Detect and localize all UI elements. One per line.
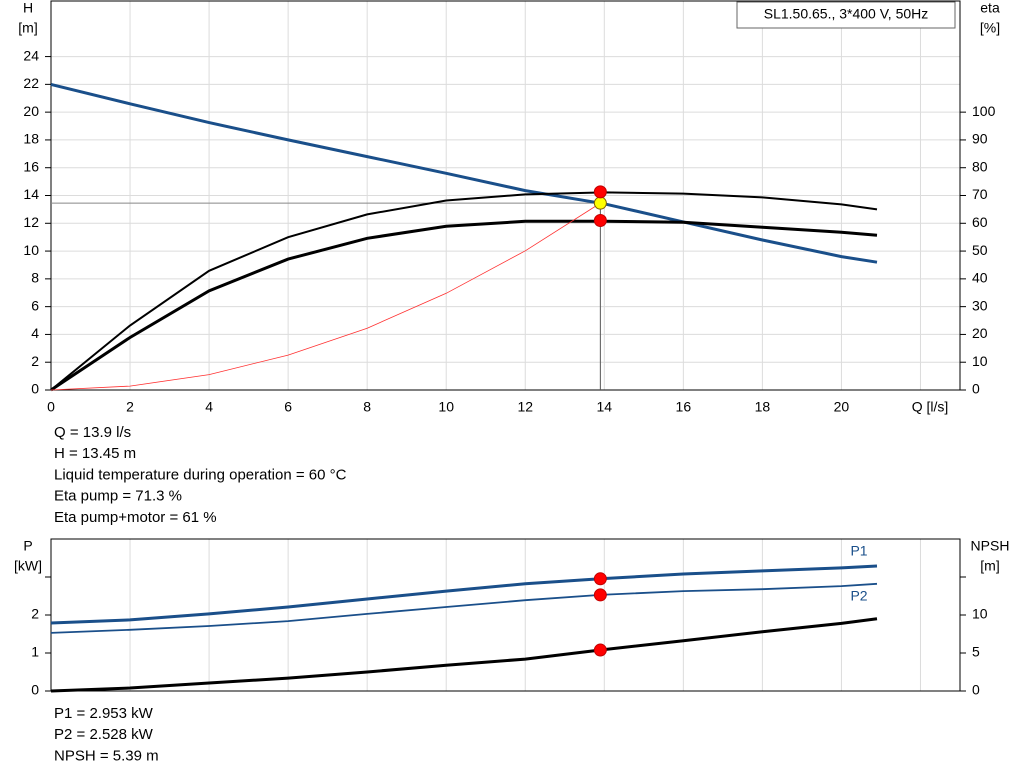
y2-tick-label: 80 — [972, 158, 988, 174]
x-tick-label: 6 — [284, 399, 292, 415]
plot-frame — [50, 538, 961, 692]
y-tick-label: 22 — [23, 75, 39, 91]
series-line — [50, 82, 878, 264]
y-tick-label: 20 — [23, 103, 39, 119]
x-tick-label: 4 — [205, 399, 213, 415]
plot-frame — [50, 0, 961, 391]
y-tick-label: 4 — [31, 325, 39, 341]
series-line — [50, 219, 878, 392]
operating-point — [593, 214, 607, 228]
x-tick-label: 18 — [755, 399, 771, 415]
y2-tick-label: 60 — [972, 214, 988, 230]
result-note: H = 13.45 m — [54, 445, 136, 462]
y2-axis-label: NPSH — [971, 538, 1010, 554]
result-note: Q = 13.9 l/s — [54, 424, 131, 441]
series-label: P2 — [850, 588, 867, 604]
y-tick-label: 10 — [23, 242, 39, 258]
x-tick-label: 12 — [517, 399, 533, 415]
y2-tick-label: 0 — [972, 682, 980, 698]
x-tick-label: 0 — [47, 399, 55, 415]
y-axis-label: P — [23, 538, 32, 554]
y-axis-unit: [m] — [18, 20, 37, 36]
y2-tick-label: 5 — [972, 644, 980, 660]
x-axis-label: Q [l/s] — [912, 399, 949, 415]
y-tick-label: 24 — [23, 47, 39, 63]
x-tick-label: 8 — [363, 399, 371, 415]
series-line — [50, 202, 601, 391]
result-note: P2 = 2.528 kW — [54, 726, 154, 743]
y-axis-label: H — [23, 0, 33, 16]
y-tick-label: 1 — [31, 644, 39, 660]
y2-tick-label: 100 — [972, 103, 996, 119]
title-box — [736, 1, 956, 29]
result-note: Eta pump+motor = 61 % — [54, 509, 217, 526]
operating-point — [593, 185, 607, 199]
operating-point — [593, 196, 607, 210]
x-tick-label: 14 — [597, 399, 613, 415]
y-tick-label: 6 — [31, 297, 39, 313]
operating-point — [593, 588, 607, 602]
result-note: Eta pump = 71.3 % — [54, 488, 182, 505]
y2-tick-label: 70 — [972, 186, 988, 202]
x-tick-label: 10 — [438, 399, 454, 415]
y-tick-label: 16 — [23, 158, 39, 174]
y-axis-unit: [kW] — [14, 558, 42, 574]
y2-tick-label: 10 — [972, 353, 988, 369]
y2-tick-label: 20 — [972, 325, 988, 341]
y-tick-label: 2 — [31, 353, 39, 369]
y-tick-label: 0 — [31, 381, 39, 397]
x-tick-label: 20 — [834, 399, 850, 415]
result-note: NPSH = 5.39 m — [54, 747, 159, 764]
y2-tick-label: 40 — [972, 270, 988, 286]
y-tick-label: 12 — [23, 214, 39, 230]
y2-axis-unit: [m] — [980, 558, 999, 574]
series-line — [50, 191, 878, 391]
y-tick-label: 0 — [31, 682, 39, 698]
operating-point — [593, 643, 607, 657]
y2-tick-label: 50 — [972, 242, 988, 258]
result-note: P1 = 2.953 kW — [54, 705, 154, 722]
series-line — [50, 617, 878, 693]
y2-tick-label: 30 — [972, 297, 988, 313]
y-tick-label: 2 — [31, 606, 39, 622]
chart-title: SL1.50.65., 3*400 V, 50Hz — [764, 6, 929, 22]
y2-axis-unit: [%] — [980, 20, 1000, 36]
y-tick-label: 8 — [31, 270, 39, 286]
y2-axis-label: eta — [980, 0, 1000, 16]
series-label: P1 — [850, 543, 867, 559]
series-line — [50, 582, 878, 634]
y-tick-label: 18 — [23, 131, 39, 147]
y2-tick-label: 90 — [972, 131, 988, 147]
result-note: Liquid temperature during operation = 60… — [54, 466, 347, 483]
y-tick-label: 14 — [23, 186, 39, 202]
operating-point — [593, 572, 607, 586]
x-tick-label: 16 — [676, 399, 692, 415]
y2-tick-label: 10 — [972, 606, 988, 622]
y2-tick-label: 0 — [972, 381, 980, 397]
x-tick-label: 2 — [126, 399, 134, 415]
series-line — [50, 564, 878, 625]
